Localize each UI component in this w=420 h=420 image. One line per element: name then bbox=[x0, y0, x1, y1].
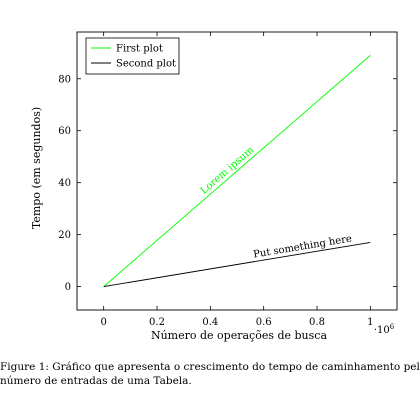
x-tick-label: 0.2 bbox=[149, 317, 165, 328]
annotation-label-2: Put something here bbox=[253, 233, 353, 260]
legend-label-1: First plot bbox=[116, 44, 163, 55]
figure-caption: Figure 1: Gráfico que apresenta o cresci… bbox=[0, 360, 420, 388]
figure-caption-line-2: número de entradas de uma Tabela. bbox=[0, 375, 192, 387]
series-line-1 bbox=[103, 55, 371, 287]
y-tick-label: 40 bbox=[58, 178, 71, 189]
plot-frame bbox=[76, 31, 398, 311]
y-tick-label: 60 bbox=[58, 126, 71, 137]
legend-box bbox=[85, 37, 180, 75]
x-axis-multiplier: ·106 bbox=[374, 323, 395, 336]
x-axis-multiplier-base: ·10 bbox=[374, 325, 390, 336]
legend-label-2: Second plot bbox=[116, 59, 176, 70]
annotations: Lorem ipsum Put something here bbox=[199, 144, 353, 260]
y-axis-label: Tempo (em segundos) bbox=[30, 107, 43, 229]
x-tick-label: 0.6 bbox=[256, 317, 272, 328]
figure-caption-line-1: Figure 1: Gráfico que apresenta o cresci… bbox=[0, 361, 420, 373]
y-tick-label: 0 bbox=[65, 282, 71, 293]
x-axis-label: Número de operações de busca bbox=[151, 329, 327, 342]
y-tick-label: 80 bbox=[58, 74, 71, 85]
plot-lines bbox=[103, 55, 371, 288]
x-tick-label: 0 bbox=[100, 317, 106, 328]
y-tick-label: 20 bbox=[58, 230, 71, 241]
series-line-2 bbox=[103, 241, 371, 288]
x-tick-label: 1 bbox=[367, 317, 373, 328]
legend: First plot Second plot bbox=[85, 37, 180, 75]
axis-ticks: 0 0.2 0.4 0.6 0.8 1 0 20 40 60 80 bbox=[58, 32, 397, 328]
x-tick-label: 0.4 bbox=[202, 317, 218, 328]
x-tick-label: 0.8 bbox=[309, 317, 325, 328]
annotation-label-1: Lorem ipsum bbox=[199, 144, 257, 196]
x-axis-multiplier-exponent: 6 bbox=[390, 323, 395, 331]
